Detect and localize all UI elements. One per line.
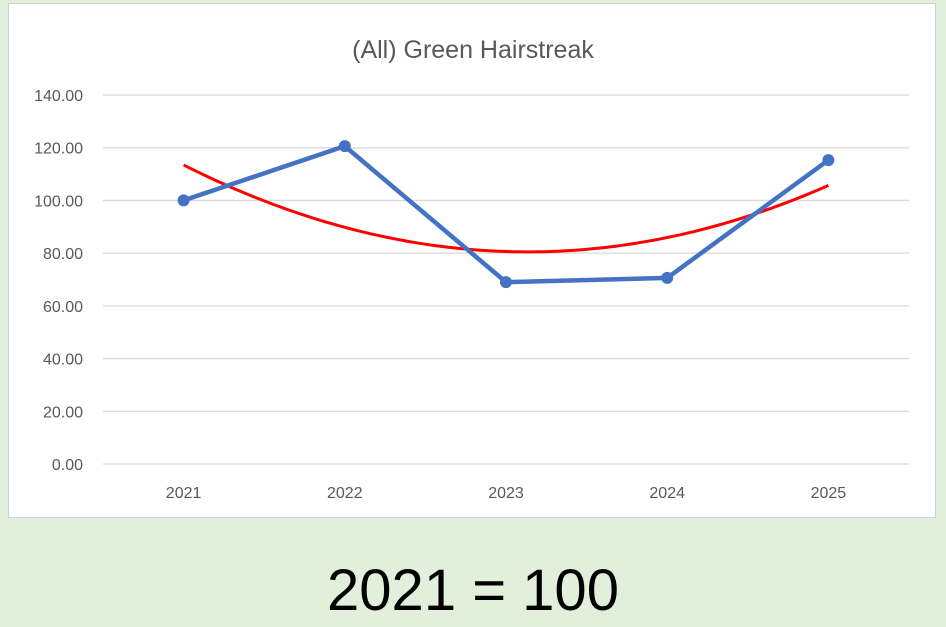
y-tick-label: 100.00 <box>34 193 83 210</box>
chart-title: (All) Green Hairstreak <box>352 36 594 64</box>
chart-container: (All) Green Hairstreak 0.00 20.00 40.00 60.… <box>8 3 936 518</box>
data-point-2023 <box>500 276 512 289</box>
x-tick-label: 2024 <box>649 485 685 502</box>
y-tick-label: 120.00 <box>34 141 83 158</box>
series-line-index <box>182 143 830 285</box>
index-base-caption: 2021 = 100 <box>327 558 619 623</box>
x-tick-label: 2022 <box>327 485 363 502</box>
line-chart: (All) Green Hairstreak 0.00 20.00 40.00 60.… <box>34 36 909 502</box>
y-tick-label: 60.00 <box>43 299 83 316</box>
y-tick-label: 0.00 <box>52 457 83 474</box>
y-tick-label: 20.00 <box>43 404 83 421</box>
data-point-2025 <box>822 154 835 167</box>
polynomial-trendline <box>182 163 830 254</box>
x-tick-label: 2025 <box>811 485 847 502</box>
y-tick-label: 80.00 <box>43 246 83 263</box>
data-point-2024 <box>661 271 674 284</box>
x-tick-label: 2021 <box>166 485 202 502</box>
data-point-2021 <box>177 194 190 207</box>
x-tick-label: 2023 <box>488 485 524 502</box>
data-point-2022 <box>338 140 351 153</box>
y-tick-label: 40.00 <box>43 352 83 369</box>
y-tick-label: 140.00 <box>34 88 83 105</box>
